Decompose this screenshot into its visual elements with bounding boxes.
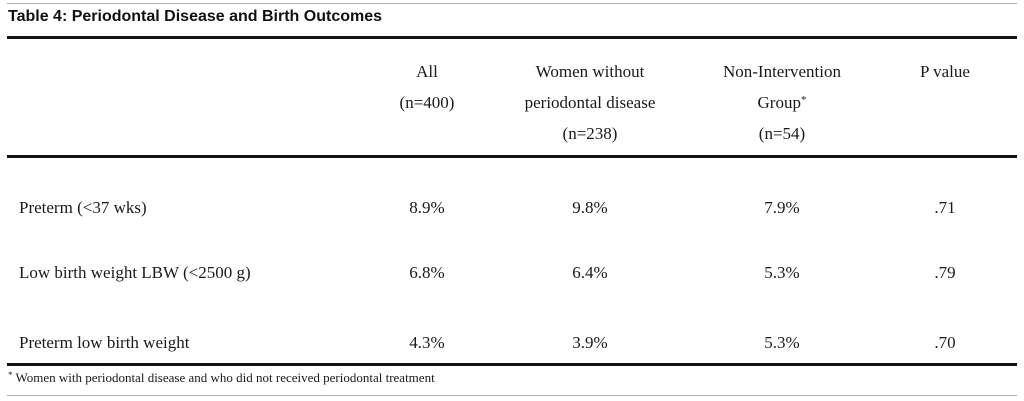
column-header-women-without: Women without periodontal disease (n=238… — [500, 56, 680, 149]
footer-divider — [7, 395, 1017, 396]
row-label: Preterm low birth weight — [19, 333, 190, 352]
table-row: Low birth weight LBW (<2500 g) 6.8% 6.4%… — [0, 258, 1024, 288]
cell-non-intervention: 5.3% — [764, 333, 800, 352]
column-header-women-without-line-3: (n=238) — [562, 124, 618, 143]
column-header-p-value-line-1: P value — [920, 62, 970, 81]
footnote-marker: * — [8, 370, 13, 380]
row-label: Preterm (<37 wks) — [19, 198, 147, 217]
row-label: Low birth weight LBW (<2500 g) — [19, 263, 251, 282]
footnote-text: Women with periodontal disease and who d… — [12, 370, 435, 385]
column-header-all: All (n=400) — [367, 56, 487, 118]
column-header-p-value: P value — [885, 56, 1005, 87]
title-divider — [7, 36, 1017, 39]
column-header-non-intervention-line-1: Non-Intervention — [722, 62, 842, 81]
cell-p-value: .70 — [934, 333, 956, 352]
cell-p-value: .79 — [934, 263, 956, 282]
cell-p-value: .71 — [934, 198, 956, 217]
table-row: Preterm (<37 wks) 8.9% 9.8% 7.9% .71 — [0, 193, 1024, 223]
column-header-women-without-line-1: Women without — [535, 62, 645, 81]
cell-women-without: 6.4% — [572, 263, 608, 282]
cell-women-without: 3.9% — [572, 333, 608, 352]
column-header-all-line-2: (n=400) — [399, 93, 455, 112]
column-header-women-without-line-2: periodontal disease — [524, 93, 656, 112]
cell-non-intervention: 7.9% — [764, 198, 800, 217]
table-title: Table 4: Periodontal Disease and Birth O… — [8, 8, 383, 25]
column-header-non-intervention: Non-Intervention Group* (n=54) — [692, 56, 872, 149]
bottom-divider — [7, 363, 1017, 366]
cell-all: 8.9% — [409, 198, 445, 217]
top-divider — [7, 3, 1017, 4]
header-divider — [7, 155, 1017, 158]
cell-women-without: 9.8% — [572, 198, 608, 217]
table-row: Preterm low birth weight 4.3% 3.9% 5.3% … — [0, 328, 1024, 358]
table-footnote: * Women with periodontal disease and who… — [8, 369, 435, 387]
column-header-non-intervention-group-text: Group — [757, 93, 801, 112]
cell-all: 4.3% — [409, 333, 445, 352]
cell-all: 6.8% — [409, 263, 445, 282]
column-header-non-intervention-line-2: Group* — [692, 87, 872, 118]
cell-non-intervention: 5.3% — [764, 263, 800, 282]
column-header-all-line-1: All — [416, 62, 438, 81]
footnote-marker: * — [800, 94, 807, 106]
column-header-non-intervention-line-3: (n=54) — [758, 124, 806, 143]
